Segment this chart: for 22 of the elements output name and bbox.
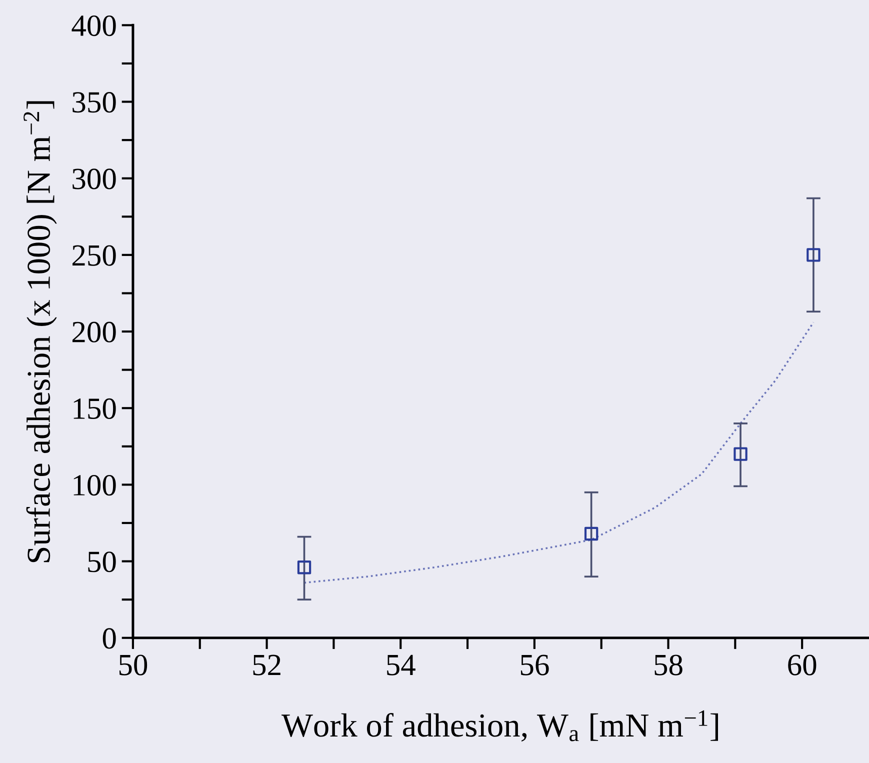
y-tick-label: 50 — [88, 552, 116, 572]
y-tick-label: 200 — [72, 322, 116, 342]
y-tick-label: 350 — [72, 92, 116, 113]
y-tick-label: 300 — [72, 168, 116, 190]
x-tick-label: 54 — [387, 654, 416, 676]
point — [806, 248, 820, 262]
x-tick-label: 50 — [119, 654, 148, 676]
x-tick-label: 52 — [253, 654, 280, 676]
y-tick-label: 150 — [74, 398, 116, 420]
point — [584, 526, 598, 541]
y-axis-title: Surface adhesion (x 1000) [N m$^{−2}$] — [24, 101, 57, 562]
y-tick-label: 400 — [72, 15, 116, 36]
line-series — [303, 321, 814, 584]
x-tick-label: 60 — [788, 654, 816, 676]
y-tick-label: 100 — [74, 474, 116, 496]
y-tick-label: 250 — [72, 245, 116, 266]
x-axis-title: Work of adhesion, W$_{a}$ [mN m$^{−1}$] — [282, 710, 718, 742]
y-tick-label: 0 — [102, 628, 116, 649]
x-tick-label: 58 — [654, 654, 682, 676]
point — [297, 560, 312, 574]
point — [734, 447, 748, 461]
x-tick-label: 56 — [520, 654, 549, 676]
